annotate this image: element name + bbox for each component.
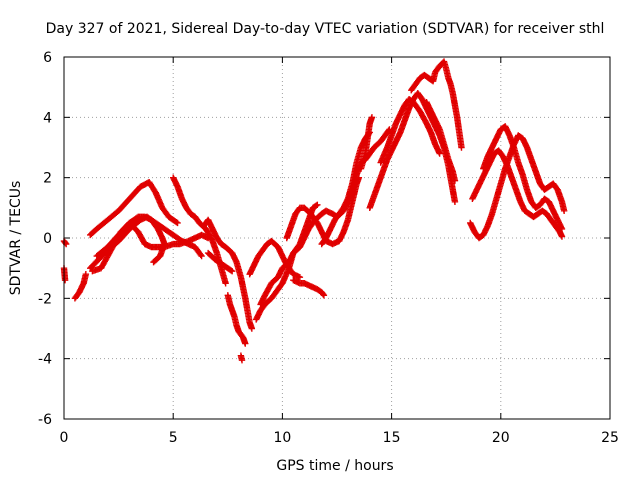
data-point-marker [248,325,256,332]
data-point-marker [198,252,205,260]
data-point-marker [227,267,235,274]
y-tick-label: 4 [43,110,52,126]
data-point-marker [296,274,304,281]
data-point-marker [174,219,181,227]
y-tick-label: -4 [38,352,52,368]
chart-title: Day 327 of 2021, Sidereal Day-to-day VTE… [46,21,605,37]
x-tick-label: 0 [60,430,69,446]
y-tick-label: -2 [38,291,52,307]
data-point-marker [228,267,236,275]
y-tick-label: -6 [38,412,52,428]
data-point-marker [451,177,459,184]
data-point-marker [238,356,246,364]
data-point-marker [313,202,320,209]
plot-frame [63,56,611,420]
y-tick-label: 2 [43,171,52,187]
x-tick-label: 10 [273,430,291,446]
data-point-marker [451,198,459,205]
x-tick-label: 15 [383,430,401,446]
data-point-marker [319,291,327,298]
data-point-marker [82,271,90,278]
data-point-marker [151,257,158,265]
y-axis-label: SDTVAR / TECUs [8,181,24,296]
data-point-marker [150,258,157,266]
grid-layer [64,57,610,419]
data-point-marker [242,340,249,347]
data-point-marker [62,239,69,247]
data-point-marker [197,251,204,259]
x-tick-label: 25 [601,430,619,446]
x-tick-label: 20 [492,430,510,446]
y-tick-label: 6 [43,50,52,66]
x-tick-label: 5 [169,430,178,446]
data-point-marker [222,280,229,287]
x-tick-labels: 0 5 10 15 20 25 [60,430,619,446]
data-point-marker [61,277,69,284]
x-axis-label: GPS time / hours [276,458,393,474]
y-tick-label: 0 [43,231,52,247]
data-point-marker [320,292,328,299]
data-marks [60,58,568,364]
data-point-marker [368,114,376,121]
data-point-marker [436,150,443,157]
data-point-marker [558,233,566,240]
data-point-marker [314,201,321,209]
data-point-marker [173,218,180,226]
data-point-marker [560,207,568,215]
y-tick-labels: -6 -4 -2 0 2 4 6 [38,50,52,428]
data-point-marker [558,225,566,233]
data-point-marker [458,144,465,151]
